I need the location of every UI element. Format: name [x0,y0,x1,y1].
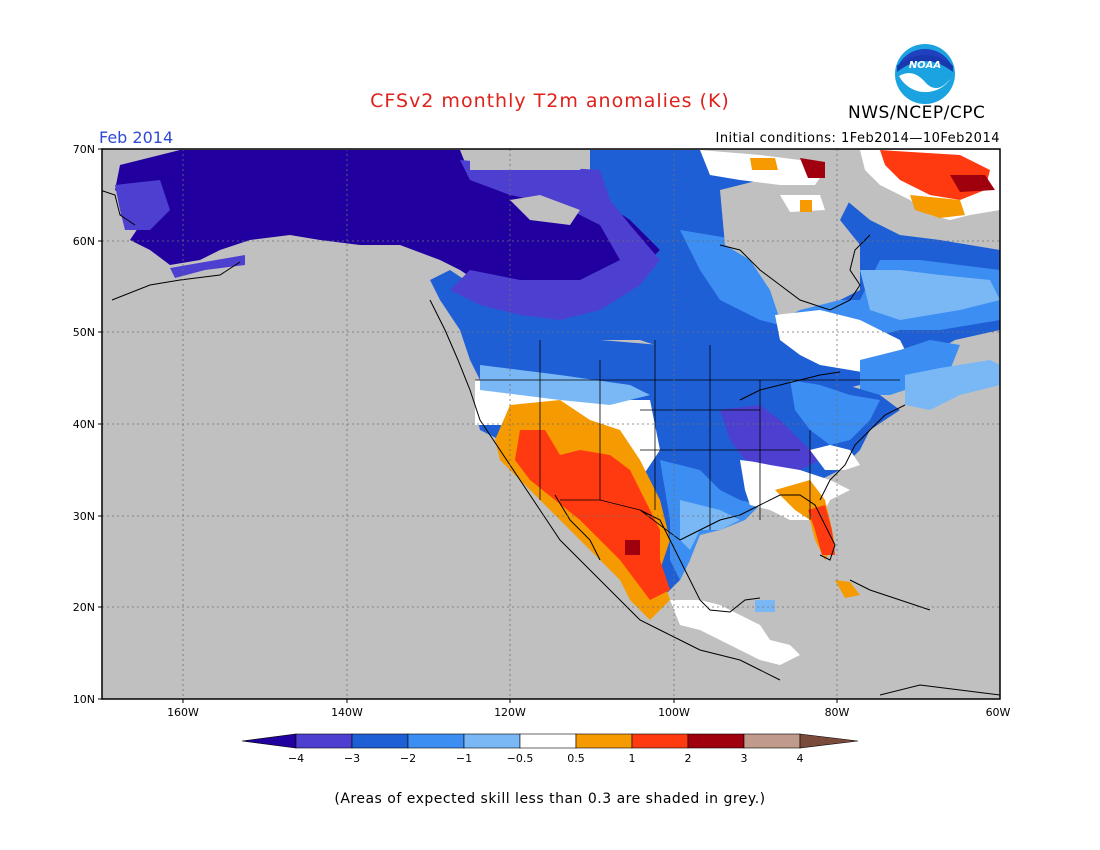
land-canada [430,150,1000,410]
colorbar-swatch [351,733,409,749]
colorbar-label: −0.5 [507,752,534,765]
colorbar-label: −3 [344,752,360,765]
noaa-logo: NOAA [895,44,955,104]
lon-ticks [182,699,838,703]
lat-tick-labels: 10N 20N 30N 40N 50N 60N 70N [73,143,95,706]
lat-ticks [98,148,102,700]
lon-tick-label: 60W [986,706,1011,719]
lon-tick-label: 100W [658,706,690,719]
colorbar-swatch [519,733,577,749]
colorbar-label: −4 [288,752,304,765]
colorbar-labels: −4 −3 −2 −1 −0.5 0.5 1 2 3 4 [288,752,804,765]
lat-tick-label: 10N [73,693,95,706]
agency-label: NWS/NCEP/CPC [848,103,986,123]
colorbar-label: −2 [400,752,416,765]
lat-tick-label: 30N [73,510,95,523]
initial-conditions: Initial conditions: 1Feb2014—10Feb2014 [715,131,1000,146]
month-label: Feb 2014 [99,128,174,147]
lon-tick-labels: 160W 140W 120W 100W 80W 60W [167,706,1010,719]
land-alaska [115,150,660,320]
colorbar-swatch [463,733,521,749]
boundaries [475,340,900,541]
gridlines [102,149,1000,699]
colorbar-label: 4 [797,752,804,765]
land-arctic [700,150,1000,220]
colorbar-swatch [743,733,801,749]
colorbar-label: 0.5 [567,752,585,765]
colorbar-swatch [575,733,633,749]
lat-tick-label: 50N [73,326,95,339]
lat-tick-label: 60N [73,235,95,248]
lat-tick-label: 70N [73,143,95,156]
colorbar-swatch [241,733,297,749]
colorbar-swatch [687,733,745,749]
colorbar-swatch [295,733,353,749]
colorbar-swatch [631,733,689,749]
colorbar-label: 3 [741,752,748,765]
colorbar [241,733,859,749]
lon-tick-label: 140W [331,706,363,719]
lon-tick-label: 120W [494,706,526,719]
lon-tick-label: 80W [825,706,850,719]
lat-tick-label: 40N [73,418,95,431]
lon-tick-label: 160W [167,706,199,719]
colorbar-label: −1 [456,752,472,765]
lat-tick-label: 20N [73,601,95,614]
colorbar-label: 1 [629,752,636,765]
chart-title: CFSv2 monthly T2m anomalies (K) [370,90,730,112]
colorbar-swatch [799,733,859,749]
colorbar-swatch [407,733,465,749]
colorbar-label: 2 [685,752,692,765]
coastlines [102,190,1000,696]
skill-footnote: (Areas of expected skill less than 0.3 a… [334,791,766,807]
logo-text: NOAA [909,60,941,71]
